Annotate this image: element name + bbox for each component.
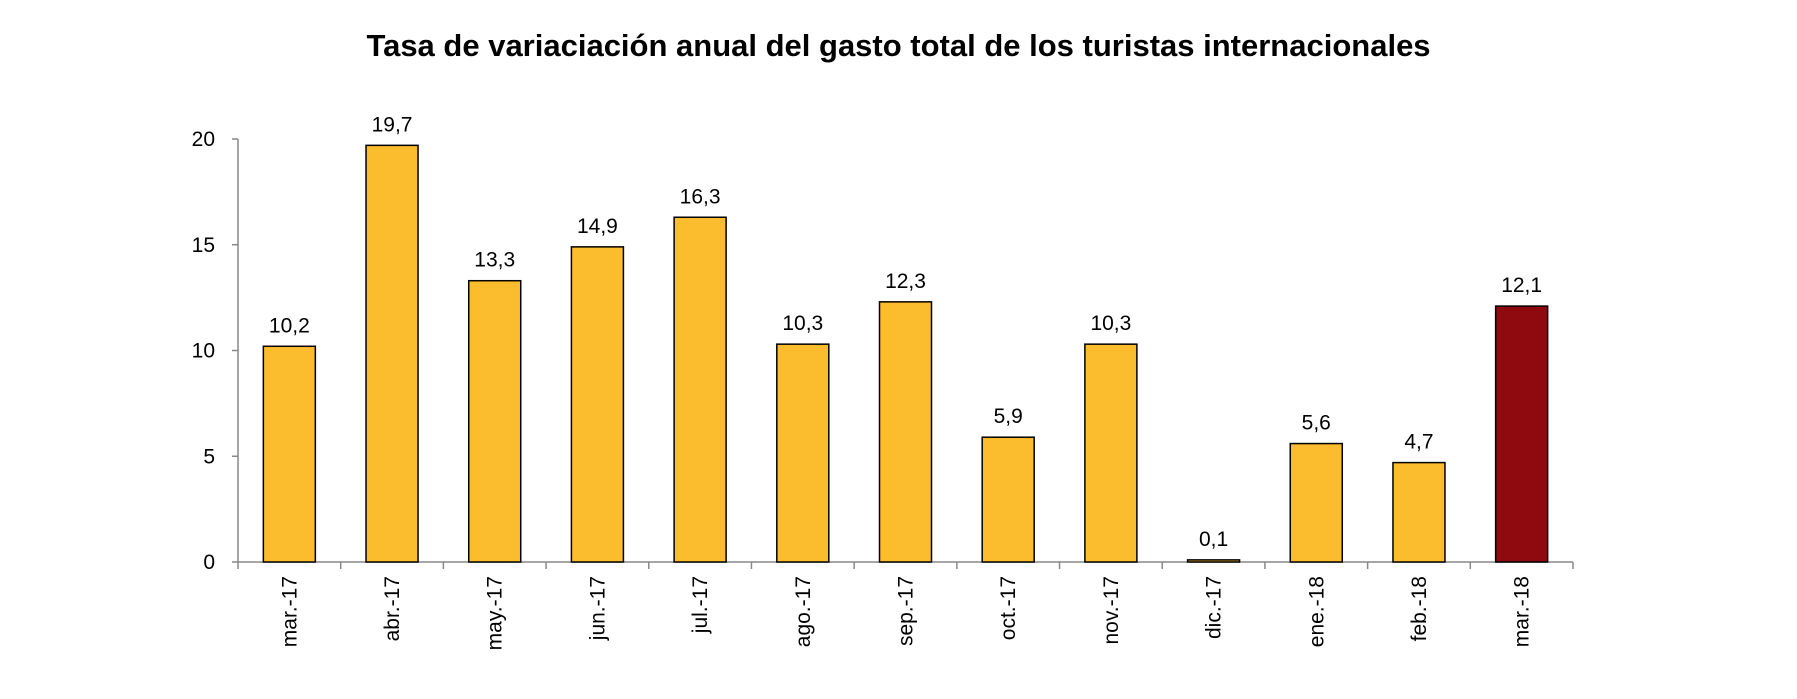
data-label: 19,7 (372, 113, 413, 136)
x-tick-label: jun.-17 (586, 576, 609, 641)
bar (1494, 305, 1549, 563)
x-tick-label: dic.-17 (1203, 576, 1226, 639)
data-label: 5,9 (994, 405, 1023, 428)
data-label: 14,9 (577, 215, 618, 238)
data-label: 12,1 (1501, 274, 1542, 297)
bar (1186, 559, 1241, 563)
bar (467, 279, 522, 563)
data-label: 10,2 (269, 314, 310, 337)
y-tick-label: 15 (192, 234, 215, 257)
bar (262, 345, 317, 563)
x-tick-label: may.-17 (484, 576, 507, 650)
x-tick-label: ene.-18 (1305, 576, 1328, 647)
bar (673, 216, 727, 563)
y-tick-label: 20 (192, 128, 215, 151)
data-label: 16,3 (680, 185, 721, 208)
category-labels: mar.-17 abr.-17 may.-17 jun.-17 jul.-17 ago.-… (278, 576, 1533, 650)
bar (1289, 442, 1344, 563)
bar (365, 144, 419, 563)
x-tick-label: feb.-18 (1408, 576, 1431, 641)
bar (981, 436, 1035, 563)
bar (570, 246, 625, 563)
y-axis: 0 5 10 15 20 (192, 128, 239, 574)
y-tick-label: 5 (203, 445, 215, 468)
x-tick-label: nov.-17 (1100, 576, 1123, 645)
bar (878, 301, 933, 563)
y-tick-label: 10 (192, 340, 215, 363)
x-tick-label: mar.-17 (278, 576, 301, 647)
data-label: 5,6 (1302, 412, 1331, 435)
x-tick-label: jul.-17 (689, 576, 712, 634)
data-label: 10,3 (1090, 312, 1131, 335)
bar (1392, 461, 1446, 563)
x-tick-label: abr.-17 (381, 576, 404, 641)
bar (1084, 343, 1138, 563)
x-tick-label: ago.-17 (792, 576, 815, 647)
bar (776, 343, 830, 563)
data-label: 13,3 (474, 249, 515, 272)
x-tick-label: oct.-17 (997, 576, 1020, 640)
data-label: 12,3 (885, 270, 926, 293)
x-tick-label: mar.-18 (1511, 576, 1534, 647)
data-labels: 10,2 19,7 13,3 14,9 16,3 10,3 12,3 5,9 10,3 0,1 5,… (269, 113, 1542, 551)
data-label: 4,7 (1404, 431, 1433, 454)
x-axis (237, 561, 1574, 569)
y-tick-label: 0 (203, 551, 215, 574)
chart-title: Tasa de variaciación anual del gasto tot… (366, 28, 1431, 63)
data-label: 10,3 (782, 312, 823, 335)
bars (262, 144, 1549, 563)
x-tick-label: sep.-17 (895, 576, 918, 646)
data-label: 0,1 (1199, 528, 1228, 551)
